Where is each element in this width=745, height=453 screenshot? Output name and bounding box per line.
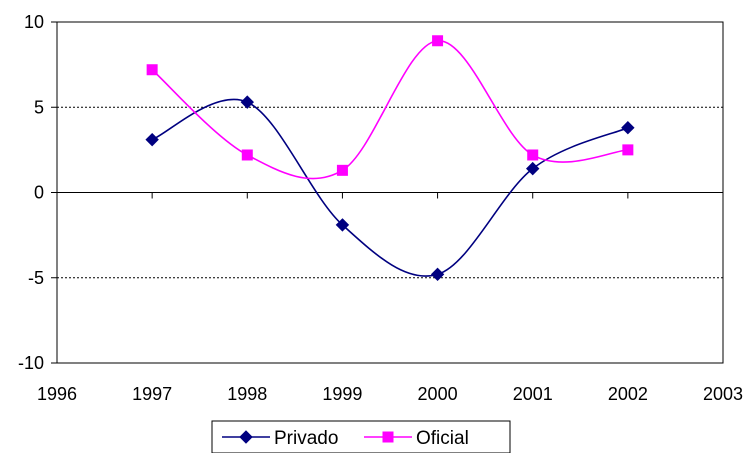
axes [51, 21, 724, 364]
data-point [527, 149, 539, 161]
x-tick-label: 1999 [322, 384, 362, 404]
series-oficial [146, 35, 634, 180]
gridlines [57, 106, 723, 279]
data-point [526, 161, 540, 176]
x-tick-label: 1998 [227, 384, 267, 404]
y-tick-label: 10 [24, 12, 44, 32]
data-point [336, 164, 348, 176]
data-point [430, 267, 445, 282]
data-point [621, 121, 635, 135]
x-tick-label: 1997 [132, 384, 172, 404]
y-axis-tick-labels: 10 5 0 -5 -10 [18, 12, 44, 373]
data-point [432, 35, 444, 47]
data-point [146, 64, 158, 76]
x-tick-label: 2001 [513, 384, 553, 404]
legend-label: Privado [274, 428, 338, 449]
series-privado [145, 95, 635, 282]
legend: Privado Oficial [211, 420, 511, 453]
legend-marker [239, 430, 253, 444]
data-point [145, 132, 159, 147]
x-tick-label: 2002 [608, 384, 648, 404]
legend-item-privado: Privado [222, 428, 338, 449]
data-point [240, 95, 254, 109]
x-tick-label: 1996 [37, 384, 77, 404]
legend-item-oficial: Oficial [364, 428, 469, 449]
y-tick-label: -5 [28, 268, 44, 288]
legend-marker [382, 431, 394, 443]
y-tick-label: -10 [18, 353, 44, 373]
y-tick-label: 0 [34, 183, 44, 203]
data-point [622, 144, 634, 156]
data-point [335, 218, 350, 232]
x-tick-label: 2003 [703, 384, 743, 404]
y-tick-label: 5 [34, 97, 44, 117]
x-axis-tick-labels: 1996 1997 1998 1999 2000 2001 2002 2003 [37, 384, 743, 404]
series-layer [145, 35, 635, 282]
legend-label: Oficial [416, 428, 469, 449]
data-point [241, 149, 253, 161]
x-tick-label: 2000 [418, 384, 458, 404]
